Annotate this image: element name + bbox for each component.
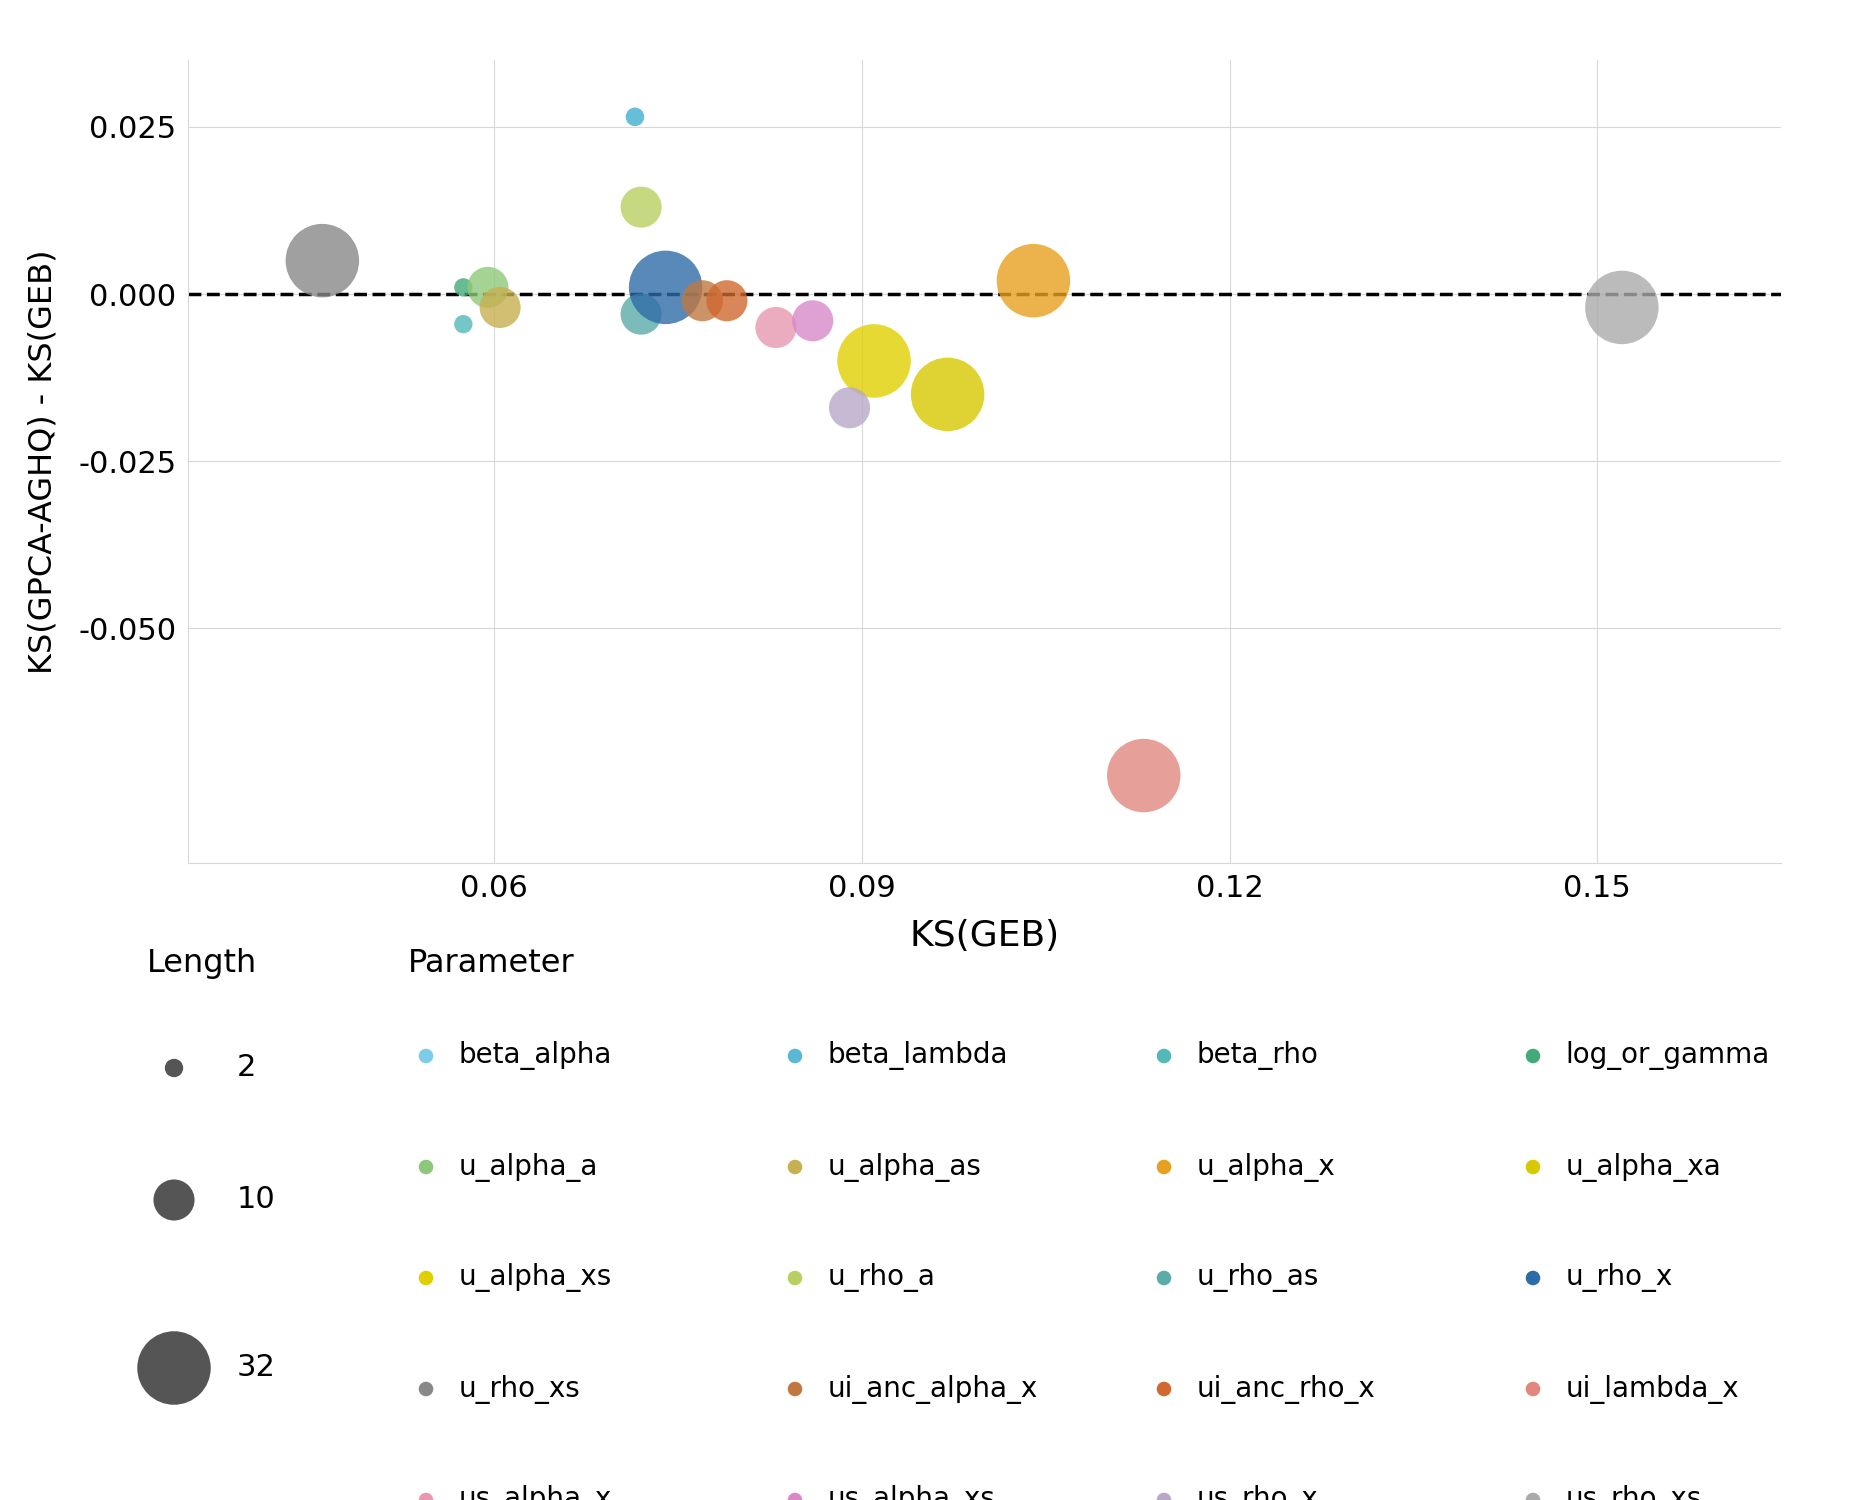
Point	[1519, 1044, 1549, 1068]
Point	[1149, 1044, 1179, 1068]
Text: Parameter: Parameter	[409, 948, 576, 980]
Point	[1018, 268, 1048, 292]
Text: u_alpha_x: u_alpha_x	[1196, 1152, 1335, 1182]
Point	[159, 1356, 189, 1380]
Point	[932, 382, 962, 406]
Point	[472, 276, 502, 300]
Text: Length: Length	[146, 948, 257, 980]
Point	[1519, 1488, 1549, 1500]
Point	[411, 1377, 441, 1401]
Text: beta_lambda: beta_lambda	[827, 1041, 1009, 1071]
Text: log_or_gamma: log_or_gamma	[1566, 1041, 1770, 1071]
Text: u_alpha_xs: u_alpha_xs	[458, 1263, 611, 1293]
Point	[1607, 296, 1637, 320]
Point	[780, 1044, 810, 1068]
Text: 32: 32	[236, 1353, 276, 1383]
Text: ui_lambda_x: ui_lambda_x	[1566, 1374, 1738, 1404]
Text: beta_alpha: beta_alpha	[458, 1041, 611, 1071]
Text: ui_anc_rho_x: ui_anc_rho_x	[1196, 1374, 1374, 1404]
Y-axis label: KS(GPCA-AGHQ) - KS(GEB): KS(GPCA-AGHQ) - KS(GEB)	[28, 249, 58, 674]
Text: 10: 10	[236, 1185, 276, 1215]
Point	[1129, 764, 1159, 788]
Point	[626, 302, 656, 326]
Point	[308, 249, 338, 273]
Point	[859, 350, 889, 374]
Point	[411, 1488, 441, 1500]
Text: us_alpha_xs: us_alpha_xs	[827, 1485, 996, 1500]
Point	[448, 276, 478, 300]
Text: u_rho_a: u_rho_a	[827, 1263, 936, 1293]
Point	[486, 296, 516, 320]
Point	[621, 105, 651, 129]
Text: us_rho_xs: us_rho_xs	[1566, 1485, 1702, 1500]
Point	[651, 276, 681, 300]
Point	[780, 1377, 810, 1401]
Point	[761, 315, 791, 339]
Text: u_rho_xs: u_rho_xs	[458, 1374, 579, 1404]
Point	[411, 1266, 441, 1290]
Text: u_rho_as: u_rho_as	[1196, 1263, 1318, 1293]
Point	[411, 1044, 441, 1068]
Point	[780, 1155, 810, 1179]
Point	[780, 1488, 810, 1500]
Text: u_rho_x: u_rho_x	[1566, 1263, 1672, 1293]
Point	[780, 1266, 810, 1290]
Point	[1519, 1155, 1549, 1179]
Point	[712, 288, 742, 314]
Point	[448, 312, 478, 336]
Point	[411, 1155, 441, 1179]
Point	[621, 105, 651, 129]
Point	[1519, 1377, 1549, 1401]
Point	[1149, 1488, 1179, 1500]
Text: ui_anc_alpha_x: ui_anc_alpha_x	[827, 1374, 1037, 1404]
Text: u_alpha_as: u_alpha_as	[827, 1152, 981, 1182]
Text: us_rho_x: us_rho_x	[1196, 1485, 1318, 1500]
Point	[159, 1188, 189, 1212]
Point	[1149, 1266, 1179, 1290]
Text: u_alpha_a: u_alpha_a	[458, 1152, 598, 1182]
Point	[1149, 1377, 1179, 1401]
Point	[834, 396, 864, 420]
Text: 2: 2	[236, 1053, 257, 1083]
Text: beta_rho: beta_rho	[1196, 1041, 1318, 1071]
Text: us_alpha_x: us_alpha_x	[458, 1485, 611, 1500]
Point	[1149, 1155, 1179, 1179]
Text: u_alpha_xa: u_alpha_xa	[1566, 1152, 1721, 1182]
Point	[797, 309, 827, 333]
Point	[626, 195, 656, 219]
X-axis label: KS(GEB): KS(GEB)	[909, 920, 1059, 954]
Point	[688, 288, 718, 314]
Point	[1519, 1266, 1549, 1290]
Point	[159, 1056, 189, 1080]
